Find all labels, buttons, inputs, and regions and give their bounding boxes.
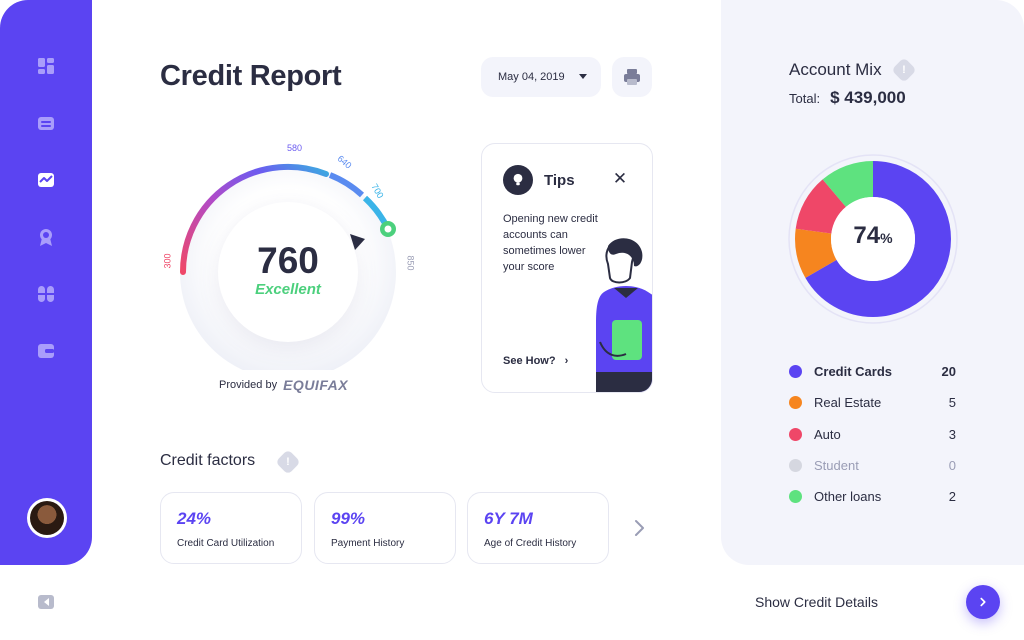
provided-by-label: Provided by	[219, 379, 278, 391]
legend-dot	[789, 396, 802, 410]
lightbulb-icon	[503, 165, 533, 195]
see-how-link[interactable]: See How? ›	[503, 355, 568, 367]
legend-dot	[789, 365, 802, 379]
donut-center-percent: 74%	[829, 222, 917, 250]
chevron-right-icon[interactable]	[632, 518, 646, 538]
tips-card: Tips ✕ Opening new credit accounts can s…	[481, 143, 653, 393]
card-icon	[38, 344, 54, 358]
total-value: $ 439,000	[830, 88, 906, 107]
factor-card-payment-history[interactable]: 99% Payment History	[314, 492, 456, 564]
sidebar-item-credit-report[interactable]	[36, 170, 56, 190]
legend-value: 0	[948, 458, 956, 474]
person-illustration	[596, 238, 652, 392]
gauge-tick-850: 850	[405, 255, 416, 271]
legend-item-credit-cards: Credit Cards 20	[789, 356, 959, 387]
provider-attribution: Provided by EQUIFAX	[219, 377, 348, 393]
page-title: Credit Report	[160, 60, 342, 92]
sidebar-item-cards[interactable]	[36, 341, 56, 361]
total-label: Total:	[789, 91, 821, 106]
printer-icon	[624, 69, 640, 85]
tips-text: Opening new credit accounts can sometime…	[503, 213, 598, 273]
legend-item-real-estate: Real Estate 5	[789, 387, 959, 418]
sidebar	[0, 0, 92, 565]
wallet-icon	[38, 117, 54, 130]
donut-slice-other-loans	[795, 161, 951, 317]
factor-value: 99%	[331, 509, 366, 528]
provider-logo: EQUIFAX	[283, 377, 349, 393]
caret-down-icon	[579, 74, 587, 79]
user-avatar-image	[30, 501, 64, 535]
date-select[interactable]: May 04, 2019	[481, 57, 601, 97]
pills-icon	[38, 286, 54, 302]
sidebar-item-dashboard[interactable]	[36, 56, 56, 76]
factor-value: 24%	[177, 509, 212, 528]
factor-value: 6Y 7M	[484, 509, 533, 528]
gauge-arc-good	[328, 172, 365, 198]
legend-label: Credit Cards	[814, 364, 893, 380]
logout-button[interactable]	[36, 592, 56, 612]
logout-icon	[38, 595, 54, 609]
gauge-tick-580: 580	[287, 143, 303, 153]
chevron-right-icon	[980, 597, 986, 607]
account-mix-legend: Credit Cards 20 Real Estate 5 Auto 3 Stu…	[789, 356, 959, 512]
avatar[interactable]	[27, 498, 67, 538]
show-details-button[interactable]	[966, 585, 1000, 619]
date-value: May 04, 2019	[498, 71, 565, 83]
legend-item-other-loans: Other loans 2	[789, 481, 959, 512]
factor-label: Age of Credit History	[484, 538, 577, 549]
legend-label: Real Estate	[814, 395, 882, 411]
legend-value: 20	[941, 364, 956, 380]
account-mix-title: Account Mix	[789, 60, 882, 79]
dashboard-icon	[38, 58, 54, 74]
gauge-pointer	[350, 234, 365, 250]
legend-value: 5	[948, 395, 956, 411]
info-icon[interactable]: !	[891, 57, 917, 83]
factor-label: Credit Card Utilization	[177, 538, 275, 549]
credit-score-rating: Excellent	[255, 281, 321, 298]
credit-factors-title: Credit factors	[160, 452, 256, 469]
legend-item-student: Student 0	[789, 450, 959, 481]
credit-report-icon	[38, 173, 54, 187]
donut-slice-real-estate	[795, 161, 951, 317]
percent-sign: %	[880, 230, 893, 246]
tips-title: Tips	[544, 172, 575, 189]
show-credit-details-link[interactable]: Show Credit Details	[755, 594, 878, 610]
legend-dot	[789, 427, 802, 441]
gauge-arc-low	[179, 163, 329, 275]
account-mix-donut	[788, 154, 958, 324]
legend-item-auto: Auto 3	[789, 419, 959, 450]
account-mix-total: Total: $ 439,000	[789, 88, 906, 108]
sidebar-item-wallet[interactable]	[36, 113, 56, 133]
info-icon[interactable]: !	[275, 449, 301, 475]
print-button[interactable]	[612, 57, 652, 97]
legend-label: Auto	[814, 426, 841, 442]
legend-value: 3	[948, 426, 956, 442]
award-icon	[40, 229, 52, 246]
credit-score-value: 760	[257, 240, 319, 281]
legend-label: Other loans	[814, 489, 882, 505]
legend-value: 2	[948, 489, 956, 505]
see-how-label: See How?	[503, 355, 556, 367]
sidebar-item-health[interactable]	[36, 284, 56, 304]
sidebar-item-awards[interactable]	[36, 227, 56, 247]
factor-card-credit-age[interactable]: 6Y 7M Age of Credit History	[467, 492, 609, 564]
chevron-right-icon: ›	[564, 355, 569, 367]
factor-label: Payment History	[331, 538, 405, 549]
close-icon[interactable]: ✕	[612, 169, 628, 188]
legend-label: Student	[814, 458, 859, 474]
legend-dot	[789, 490, 802, 504]
gauge-marker-center	[384, 225, 392, 233]
gauge-tick-300: 300	[162, 253, 173, 269]
factor-card-utilization[interactable]: 24% Credit Card Utilization	[160, 492, 302, 564]
percent-value: 74	[853, 222, 881, 249]
legend-dot	[789, 459, 802, 473]
gauge-center	[218, 202, 358, 342]
